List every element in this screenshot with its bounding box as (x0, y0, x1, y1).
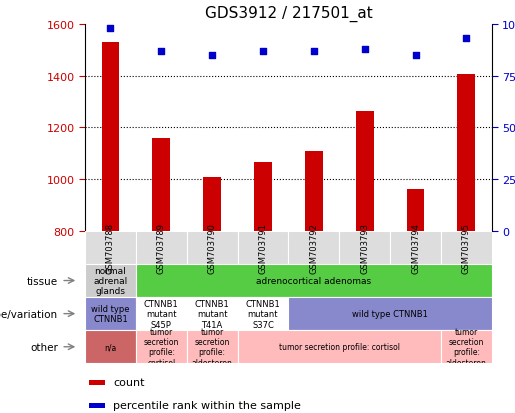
Point (157, 48, 165, 55)
Text: other: other (30, 342, 58, 352)
Bar (101, 43, 119, 231)
Bar (390, 231, 441, 264)
Text: adrenocortical adenomas: adrenocortical adenomas (256, 276, 371, 285)
Bar (237, 297, 288, 330)
Bar (305, 151, 323, 231)
Bar (254, 163, 272, 231)
Bar (288, 231, 339, 264)
Point (360, 46, 369, 53)
Bar (85, 231, 136, 264)
Text: GSM703795: GSM703795 (462, 223, 471, 273)
Point (208, 52, 216, 59)
Text: tumor
secretion
profile:
aldosteron: tumor secretion profile: aldosteron (192, 327, 233, 367)
Text: GSM703793: GSM703793 (360, 222, 369, 273)
Bar (441, 330, 492, 363)
Bar (339, 231, 390, 264)
Bar (85, 297, 136, 330)
Bar (356, 111, 373, 231)
Bar (136, 297, 186, 330)
Point (462, 36, 471, 43)
Text: wild type
CTNNB1: wild type CTNNB1 (91, 304, 130, 323)
Text: CTNNB1
mutant
S45P: CTNNB1 mutant S45P (144, 299, 179, 329)
Point (259, 48, 267, 55)
Title: GDS3912 / 217501_at: GDS3912 / 217501_at (204, 6, 372, 22)
Bar (186, 297, 237, 330)
Text: CTNNB1
mutant
S37C: CTNNB1 mutant S37C (246, 299, 280, 329)
Point (106, 26, 114, 32)
Text: wild type CTNNB1: wild type CTNNB1 (352, 309, 428, 318)
Text: tumor
secretion
profile:
aldosteron: tumor secretion profile: aldosteron (446, 327, 487, 367)
Bar (441, 231, 492, 264)
Text: GSM703789: GSM703789 (157, 222, 166, 273)
Bar (203, 177, 221, 231)
Bar (89, 403, 106, 408)
Text: n/a: n/a (104, 342, 116, 351)
Text: GSM703791: GSM703791 (259, 223, 267, 273)
Bar (136, 231, 186, 264)
Bar (152, 138, 170, 231)
Bar (186, 231, 237, 264)
Text: CTNNB1
mutant
T41A: CTNNB1 mutant T41A (195, 299, 230, 329)
Bar (288, 297, 492, 330)
Text: GSM703794: GSM703794 (411, 223, 420, 273)
Bar (136, 264, 492, 297)
Bar (85, 330, 136, 363)
Text: genotype/variation: genotype/variation (0, 309, 58, 319)
Bar (237, 330, 441, 363)
Text: GSM703790: GSM703790 (208, 223, 217, 273)
Bar (186, 330, 237, 363)
Text: normal
adrenal
glands: normal adrenal glands (93, 266, 128, 296)
Text: count: count (113, 377, 145, 387)
Bar (89, 380, 106, 385)
Bar (136, 330, 186, 363)
Text: tumor
secretion
profile:
cortisol: tumor secretion profile: cortisol (144, 327, 179, 367)
Text: GSM703788: GSM703788 (106, 222, 115, 273)
Point (310, 48, 318, 55)
Point (411, 52, 420, 59)
Text: tumor secretion profile: cortisol: tumor secretion profile: cortisol (279, 342, 400, 351)
Text: tissue: tissue (27, 276, 58, 286)
Text: GSM703792: GSM703792 (310, 223, 318, 273)
Text: percentile rank within the sample: percentile rank within the sample (113, 400, 301, 410)
Bar (457, 75, 475, 231)
Bar (237, 231, 288, 264)
Bar (407, 190, 424, 231)
Bar (85, 264, 136, 297)
